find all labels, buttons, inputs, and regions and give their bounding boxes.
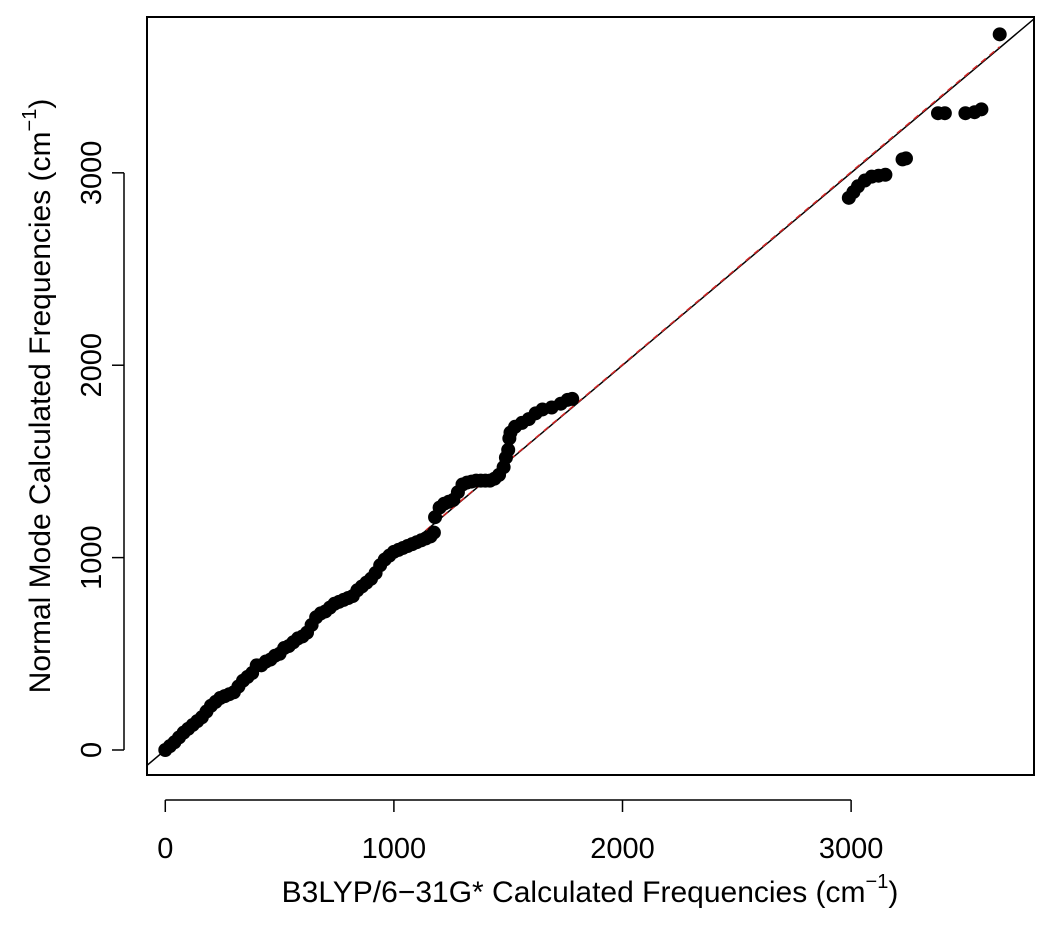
- y-axis-title-close: ): [24, 99, 57, 109]
- x-axis-title-superscript: −1: [866, 871, 889, 893]
- y-tick-label: 0: [76, 742, 108, 758]
- x-axis-title-close: ): [888, 876, 898, 909]
- x-axis: 0 1000 2000 3000: [157, 799, 884, 865]
- y-axis-title-text: Normal Mode Calculated Frequencies (cm: [24, 131, 57, 693]
- y-tick-label: 2000: [76, 333, 108, 398]
- data-point: [565, 391, 580, 406]
- x-tick-label: 3000: [819, 833, 884, 865]
- y-tick-label: 1000: [76, 525, 108, 590]
- data-point: [501, 442, 516, 457]
- x-tick-label: 1000: [362, 833, 427, 865]
- data-point: [992, 27, 1007, 42]
- data-point: [937, 106, 952, 121]
- data-point: [426, 525, 441, 540]
- data-points: [158, 27, 1007, 757]
- x-tick-label: 2000: [590, 833, 655, 865]
- plot-frame: [146, 16, 1035, 776]
- y-axis-title-superscript: −1: [19, 109, 41, 132]
- y-axis: 0 1000 2000 3000: [76, 141, 125, 758]
- data-point: [878, 167, 893, 182]
- data-point: [974, 102, 989, 117]
- y-tick-label: 3000: [76, 141, 108, 206]
- x-axis-title-text: B3LYP/6−31G* Calculated Frequencies (cm: [282, 876, 866, 909]
- y-axis-title: Normal Mode Calculated Frequencies (cm−1…: [19, 99, 57, 694]
- x-tick-label: 0: [157, 833, 173, 865]
- x-axis-title: B3LYP/6−31G* Calculated Frequencies (cm−…: [282, 871, 899, 909]
- data-point: [898, 151, 913, 166]
